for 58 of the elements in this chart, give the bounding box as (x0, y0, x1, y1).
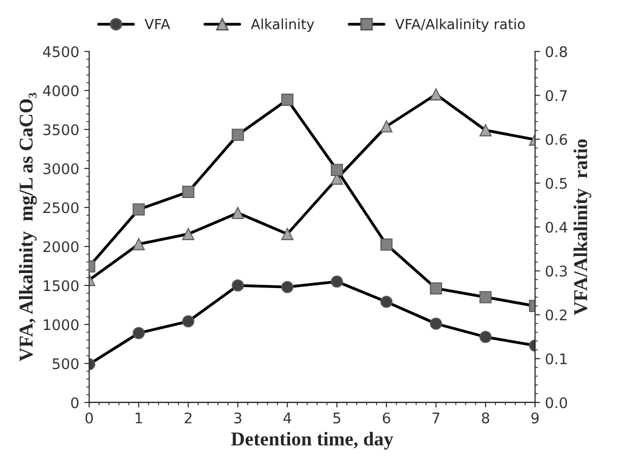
y2-tick-label: 0.6 (546, 134, 568, 145)
legend-label: Alkalinity (250, 18, 314, 32)
point (479, 124, 492, 136)
x-tick-label: 7 (432, 412, 440, 424)
point (430, 282, 442, 294)
point (182, 186, 194, 198)
x-tick-label: 1 (136, 412, 142, 424)
point (232, 279, 244, 292)
point (132, 326, 145, 340)
y2-tick-label: 0.8 (546, 46, 567, 58)
y-tick-label: 1000 (44, 319, 78, 330)
point (330, 276, 343, 288)
y-tick-label: 0 (71, 397, 78, 408)
y2-tick-label: 0.5 (546, 178, 567, 189)
x-tick-label: 2 (184, 412, 192, 424)
point (380, 120, 393, 132)
y-tick-label: 4500 (43, 46, 78, 58)
point (330, 164, 343, 176)
point (232, 128, 244, 141)
y2-tick-label: 0.2 (546, 309, 567, 320)
y2-axis-title: VFA/Alkalinity ratio (574, 139, 592, 316)
y2-tick-label: 0.4 (546, 222, 568, 233)
point (232, 206, 244, 220)
y-tick-label: 2500 (43, 202, 78, 214)
point (380, 238, 393, 251)
legend-label: VFA (144, 18, 170, 30)
point (430, 318, 442, 330)
point (430, 88, 442, 100)
point (132, 203, 145, 216)
x-tick-label: 3 (234, 412, 242, 424)
y-tick-label: 2000 (43, 241, 78, 252)
legend-label: VFA/Alkalinity ratio (395, 18, 525, 32)
y2-tick-label: 0.7 (546, 90, 567, 102)
point (281, 94, 294, 106)
point (479, 330, 492, 344)
y-tick-label: 4000 (43, 85, 78, 96)
x-axis-title: Detention time, day (231, 432, 394, 450)
y-tick-label: 500 (52, 358, 78, 370)
point (479, 291, 492, 304)
x-tick-label: 8 (482, 412, 490, 424)
x-tick-label: 6 (382, 412, 390, 424)
y-tick-label: 1500 (44, 280, 78, 292)
point (132, 238, 145, 250)
point (281, 228, 294, 240)
point (182, 228, 194, 240)
y-axis-title: VFA, Alkalinity mg/L as CaCO₃ (19, 92, 37, 362)
x-tick-label: 9 (531, 412, 539, 424)
y-tick-label: 3500 (43, 124, 78, 136)
y2-tick-label: 0.3 (546, 266, 567, 277)
point (281, 280, 294, 294)
y-tick-label: 3000 (43, 163, 78, 174)
point (182, 315, 194, 328)
x-tick-label: 0 (86, 412, 93, 424)
point (380, 296, 393, 308)
x-tick-label: 5 (333, 412, 340, 424)
y2-tick-label: 0.1 (546, 353, 567, 364)
y2-tick-label: 0.0 (546, 397, 568, 408)
x-tick-label: 4 (283, 412, 292, 424)
